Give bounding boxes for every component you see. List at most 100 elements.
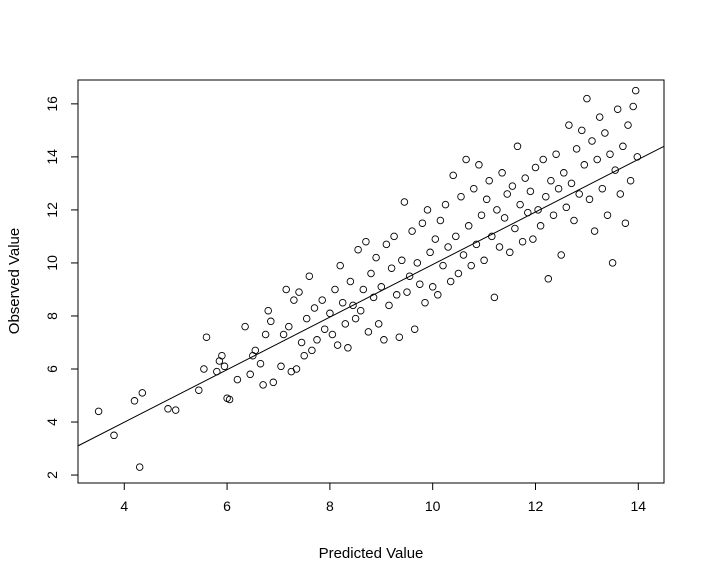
data-point: [135, 463, 144, 471]
data-point: [364, 328, 373, 336]
data-point: [302, 314, 311, 323]
data-point: [565, 121, 573, 129]
data-point: [608, 259, 617, 267]
y-tick-label: 2: [44, 471, 60, 479]
data-point: [606, 150, 614, 158]
data-point: [202, 333, 211, 341]
data-point: [552, 150, 560, 158]
data-point: [405, 272, 414, 280]
data-point: [598, 184, 607, 193]
x-tick-label: 6: [223, 498, 231, 514]
data-point: [331, 285, 339, 294]
data-point: [94, 407, 103, 416]
x-tick-label: 12: [528, 498, 544, 514]
data-point: [336, 261, 344, 270]
data-point: [410, 325, 419, 333]
data-point: [426, 248, 434, 257]
data-point: [310, 304, 319, 312]
data-point: [392, 291, 401, 299]
data-point: [452, 232, 460, 241]
data-point: [516, 200, 524, 209]
data-point: [624, 121, 632, 129]
data-point: [374, 320, 383, 328]
data-point: [256, 359, 265, 368]
data-point: [549, 211, 558, 219]
data-point: [570, 216, 578, 225]
x-tick-label: 10: [425, 498, 441, 514]
data-point: [269, 378, 278, 387]
data-point: [467, 261, 475, 270]
data-point: [508, 182, 517, 190]
data-point: [534, 206, 542, 214]
data-point: [593, 155, 601, 164]
data-point: [400, 198, 409, 206]
data-point: [511, 224, 519, 233]
y-tick-label: 16: [44, 96, 60, 112]
data-point: [413, 259, 422, 267]
data-point: [588, 137, 596, 145]
data-point: [285, 322, 293, 331]
data-point: [320, 325, 329, 333]
data-point: [382, 240, 391, 249]
data-point: [572, 145, 581, 153]
data-point: [480, 256, 488, 265]
data-point: [585, 195, 594, 204]
x-tick-label: 8: [326, 498, 334, 514]
data-point: [536, 222, 545, 230]
data-point: [338, 298, 347, 307]
data-point: [390, 232, 398, 241]
data-point: [601, 129, 609, 137]
data-point: [218, 351, 226, 360]
data-point: [554, 184, 563, 193]
data-point: [490, 293, 499, 302]
data-point: [557, 251, 565, 259]
data-point: [626, 176, 635, 185]
data-point: [444, 243, 452, 251]
data-point: [408, 227, 416, 235]
data-point: [110, 431, 118, 440]
data-point: [308, 346, 316, 355]
data-point: [562, 203, 571, 212]
data-point: [493, 206, 501, 214]
data-point: [359, 285, 368, 294]
data-point: [595, 113, 604, 121]
data-point: [418, 219, 427, 227]
data-point: [290, 296, 298, 304]
data-point: [349, 301, 357, 310]
data-point: [580, 161, 589, 169]
data-point: [498, 169, 506, 177]
data-point: [164, 405, 172, 413]
data-point: [529, 235, 537, 243]
data-point: [542, 192, 550, 201]
y-tick-label: 4: [44, 418, 60, 426]
data-point: [282, 285, 290, 294]
x-tick-label: 4: [120, 498, 128, 514]
data-point: [421, 298, 429, 307]
y-tick-label: 8: [44, 312, 60, 320]
data-point: [279, 330, 288, 339]
data-point: [495, 243, 504, 251]
data-point: [318, 296, 326, 304]
data-point: [328, 330, 337, 339]
data-point: [500, 214, 509, 222]
data-point: [539, 155, 547, 164]
data-point: [297, 338, 306, 347]
data-point: [518, 237, 527, 246]
y-tick-label: 6: [44, 365, 60, 373]
data-point: [354, 245, 362, 254]
data-point: [346, 277, 355, 286]
data-point: [616, 190, 625, 198]
plot-frame: [77, 79, 665, 484]
data-point: [351, 314, 360, 323]
data-point: [629, 102, 637, 111]
data-point: [434, 291, 442, 299]
data-point: [292, 365, 301, 373]
data-point: [295, 288, 303, 296]
data-point: [475, 161, 483, 169]
data-point: [344, 344, 352, 352]
data-point: [362, 237, 370, 246]
data-point: [356, 306, 365, 315]
data-point: [313, 336, 321, 344]
